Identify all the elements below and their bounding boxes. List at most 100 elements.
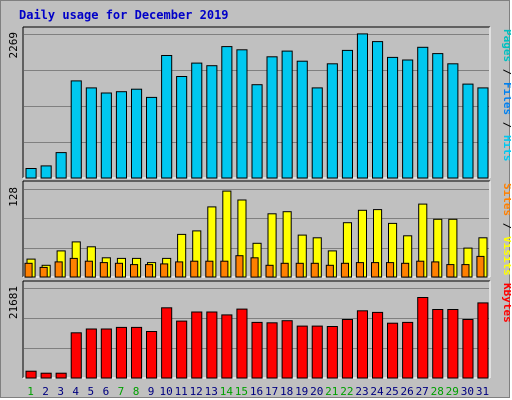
- bar-bottom-kbytes-day-27: [417, 297, 429, 379]
- bar-top-hits-day-5: [85, 87, 97, 179]
- bar-top-hits-day-18: [281, 50, 293, 179]
- bar-middle-sites-day-4: [69, 257, 78, 278]
- x-tick-label-day-6: 6: [103, 385, 110, 398]
- bar-bottom-kbytes-day-22: [341, 319, 353, 379]
- x-tick-label-day-9: 9: [148, 385, 155, 398]
- bar-bottom-kbytes-day-13: [206, 311, 218, 379]
- x-tick-label-day-14: 14: [220, 385, 234, 398]
- bar-bottom-kbytes-day-12: [191, 311, 203, 379]
- bar-middle-sites-day-7: [114, 262, 124, 278]
- x-tick-label-day-3: 3: [57, 385, 64, 398]
- x-tick-label-day-30: 30: [461, 385, 474, 398]
- legend-entry-pages: Pages: [501, 29, 511, 62]
- x-tick-label-day-19: 19: [295, 385, 308, 398]
- x-tick-label-day-1: 1: [27, 385, 34, 398]
- legend-entry-hits: Hits: [501, 135, 511, 162]
- x-tick-label-day-13: 13: [205, 385, 218, 398]
- bar-bottom-kbytes-day-30: [462, 319, 474, 379]
- bar-middle-sites-day-22: [340, 262, 349, 278]
- bar-top-hits-day-3: [55, 152, 67, 179]
- bar-top-hits-day-11: [176, 76, 188, 179]
- bar-bottom-kbytes-day-25: [387, 322, 399, 379]
- x-tick-label-day-4: 4: [72, 385, 79, 398]
- bar-middle-sites-day-21: [325, 264, 334, 278]
- chart-title: Daily usage for December 2019: [19, 8, 229, 22]
- legend-separator: /: [501, 115, 511, 135]
- x-tick-label-day-25: 25: [385, 385, 398, 398]
- bar-middle-sites-day-29: [446, 264, 455, 278]
- legend-separator: /: [501, 62, 511, 82]
- x-tick-label-day-16: 16: [250, 385, 263, 398]
- panel-top-legend: Pages / Files / Hits: [501, 29, 511, 162]
- bar-bottom-kbytes-day-2: [40, 372, 52, 379]
- x-tick-label-day-23: 23: [355, 385, 368, 398]
- bar-middle-sites-day-19: [295, 262, 304, 278]
- bar-bottom-kbytes-day-8: [131, 326, 143, 379]
- bar-top-hits-day-1: [25, 168, 37, 179]
- panel-middle-max-label: 128: [7, 187, 20, 207]
- legend-entry-visits: Visits: [501, 236, 511, 276]
- x-tick-label-day-10: 10: [159, 385, 172, 398]
- bar-top-hits-day-9: [146, 96, 158, 179]
- x-tick-label-day-7: 7: [118, 385, 125, 398]
- bar-middle-sites-day-2: [39, 266, 48, 278]
- legend-separator: /: [501, 216, 511, 236]
- bar-middle-sites-day-17: [265, 264, 274, 278]
- bar-top-hits-day-6: [100, 92, 112, 179]
- bar-middle-sites-day-11: [175, 261, 184, 278]
- bar-middle-sites-day-10: [160, 263, 169, 278]
- x-tick-label-day-22: 22: [340, 385, 353, 398]
- bar-middle-sites-day-6: [99, 262, 108, 278]
- bar-top-hits-day-28: [432, 53, 444, 179]
- x-tick-label-day-11: 11: [175, 385, 188, 398]
- bar-top-hits-day-22: [341, 49, 353, 179]
- bar-middle-sites-day-16: [250, 257, 259, 278]
- bar-top-hits-day-21: [326, 63, 338, 179]
- bar-bottom-kbytes-day-28: [432, 309, 444, 379]
- x-tick-label-day-31: 31: [476, 385, 489, 398]
- bar-top-hits-day-30: [462, 83, 474, 179]
- bar-top-hits-day-12: [191, 62, 203, 179]
- bar-top-hits-day-20: [311, 87, 323, 179]
- x-tick-label-day-15: 15: [235, 385, 248, 398]
- bar-middle-sites-day-30: [461, 264, 470, 278]
- x-tick-label-day-20: 20: [310, 385, 323, 398]
- bar-top-hits-day-25: [387, 56, 399, 179]
- bar-bottom-kbytes-day-1: [25, 370, 37, 379]
- x-tick-label-day-18: 18: [280, 385, 293, 398]
- x-tick-label-day-24: 24: [370, 385, 384, 398]
- bar-top-hits-day-24: [372, 41, 384, 179]
- bar-bottom-kbytes-day-17: [266, 322, 278, 379]
- legend-entry-sites: Sites: [501, 183, 511, 216]
- bar-top-hits-day-15: [236, 49, 248, 179]
- bar-top-hits-day-27: [417, 46, 429, 179]
- bar-bottom-kbytes-day-18: [281, 320, 293, 379]
- bar-bottom-kbytes-day-9: [146, 331, 158, 379]
- bar-top-hits-day-14: [221, 46, 233, 179]
- bar-bottom-kbytes-day-10: [161, 307, 173, 379]
- bar-bottom-kbytes-day-11: [176, 320, 188, 379]
- bar-top-hits-day-4: [70, 80, 82, 179]
- bar-middle-sites-day-13: [205, 260, 214, 278]
- bar-bottom-kbytes-day-6: [100, 328, 112, 379]
- x-tick-label-day-29: 29: [446, 385, 459, 398]
- bar-top-hits-day-26: [402, 59, 414, 179]
- bar-bottom-kbytes-day-5: [85, 328, 97, 379]
- bar-bottom-kbytes-day-3: [55, 372, 67, 379]
- bar-middle-sites-day-31: [476, 255, 485, 278]
- x-tick-label-day-21: 21: [325, 385, 338, 398]
- bar-middle-sites-day-23: [355, 262, 364, 278]
- bar-bottom-kbytes-day-7: [115, 326, 128, 379]
- bar-bottom-kbytes-day-26: [402, 321, 414, 379]
- bar-bottom-kbytes-day-23: [356, 310, 368, 379]
- legend-entry-kbytes: KBytes: [501, 283, 511, 323]
- bar-bottom-kbytes-day-14: [221, 314, 233, 379]
- bar-middle-sites-day-28: [431, 261, 440, 278]
- bar-top-hits-day-7: [115, 91, 128, 179]
- bar-top-hits-day-29: [447, 63, 459, 179]
- x-tick-label-day-5: 5: [87, 385, 94, 398]
- panel-bottom-max-label: 21681: [7, 286, 20, 319]
- bar-bottom-kbytes-day-4: [70, 332, 82, 379]
- bar-middle-sites-day-3: [54, 261, 63, 278]
- panel-middle-legend: Sites / Visits: [501, 183, 511, 276]
